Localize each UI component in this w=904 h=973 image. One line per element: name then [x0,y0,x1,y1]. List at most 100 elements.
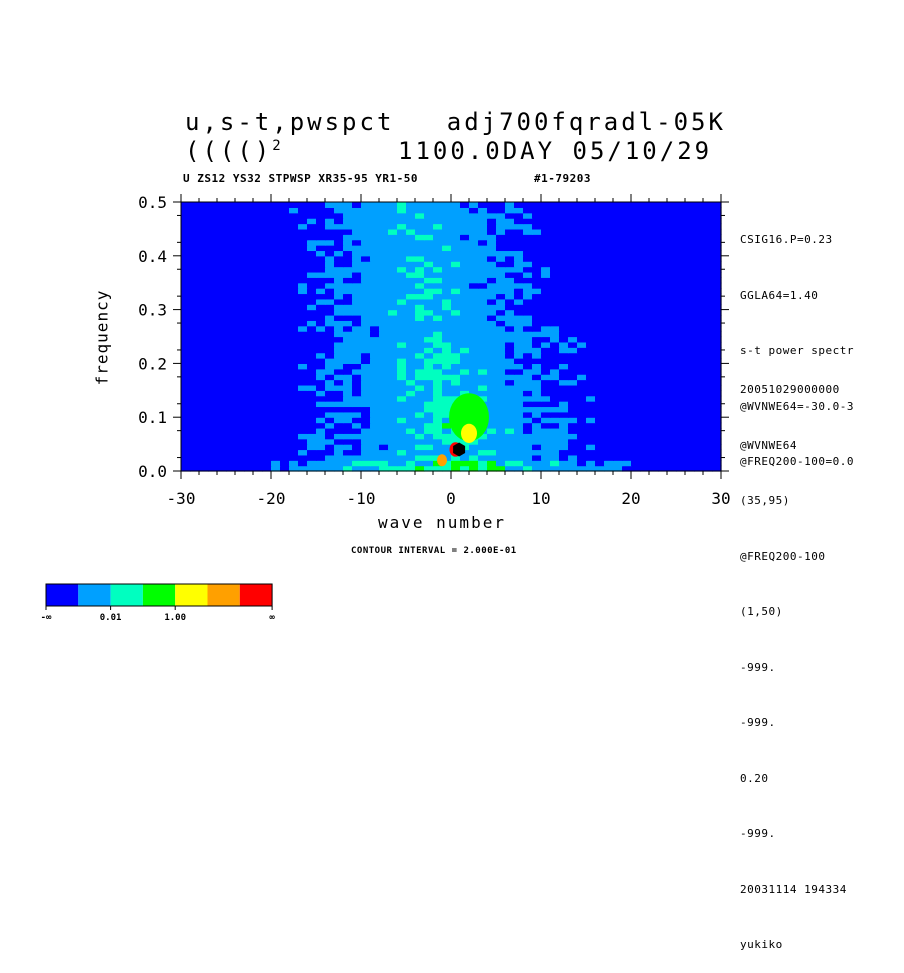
heatmap-cell [676,406,686,413]
heatmap-cell [541,266,551,273]
heatmap-cell [694,352,704,359]
heatmap-cell [523,438,533,445]
heatmap-cell [379,341,389,348]
heatmap-cell [532,395,542,402]
heatmap-cell [442,347,452,354]
heatmap-cell [568,395,578,402]
heatmap-cell [361,347,371,354]
heatmap-cell [343,223,353,230]
heatmap-cell [433,288,443,295]
heatmap-cell [568,454,578,461]
heatmap-cell [712,433,722,440]
heatmap-cell [397,379,407,386]
heatmap-cell [244,234,254,241]
heatmap-cell [550,395,560,402]
heatmap-cell [640,202,650,208]
heatmap-cell [361,460,371,467]
heatmap-cell [406,444,416,451]
heatmap-cell [181,250,191,257]
heatmap-cell [595,358,605,364]
heatmap-cell [190,234,200,241]
heatmap-cell [262,401,272,408]
heatmap-cell [604,202,614,208]
heatmap-cell [235,223,245,230]
heatmap-cell [190,363,200,370]
heatmap-cell [622,460,632,467]
heatmap-cell [685,245,695,252]
heatmap-cell [190,304,200,311]
heatmap-cell [361,234,371,241]
heatmap-cell [343,277,353,284]
heatmap-cell [253,427,263,434]
heatmap-cell [217,261,227,268]
heatmap-cell [352,331,362,338]
heatmap-cell [667,250,677,257]
heatmap-cell [685,277,695,284]
heatmap-cell [397,298,407,305]
heatmap-cell [271,374,281,381]
heatmap-cell [658,460,668,467]
heatmap-cell [190,433,200,440]
heatmap-cell [226,255,236,262]
heatmap-cell [685,228,695,235]
heatmap-cell [370,379,380,386]
heatmap-cell [595,320,605,327]
black-core-marker [453,442,466,457]
heatmap-cell [712,374,722,381]
heatmap-cell [523,347,533,354]
heatmap-cell [523,454,533,461]
heatmap-cell [379,223,389,230]
heatmap-cell [685,261,695,268]
heatmap-cell [577,271,587,278]
heatmap-cell [586,234,596,241]
heatmap-cell [397,202,407,208]
heatmap-cell [298,336,308,343]
heatmap-cell [568,401,578,408]
heatmap-cell [460,218,470,225]
heatmap-cell [235,406,245,413]
heatmap-cell [370,277,380,284]
heatmap-cell [307,465,317,472]
heatmap-cell [370,411,380,418]
heatmap-cell [658,218,668,225]
heatmap-cell [253,336,263,343]
heatmap-cell [550,454,560,461]
heatmap-cell [604,298,614,305]
heatmap-cell [226,465,236,472]
heatmap-cell [487,449,497,456]
heatmap-cell [235,271,245,278]
heatmap-cell [595,433,605,440]
heatmap-cell [379,406,389,413]
heatmap-cell [388,255,398,262]
heatmap-cell [478,331,488,338]
heatmap-cell [307,406,317,413]
heatmap-cell [226,379,236,386]
heatmap-cell [217,314,227,321]
heatmap-cell [577,325,587,332]
heatmap-cell [424,427,434,434]
heatmap-cell [379,363,389,370]
title-line-2-left-text: (((() [185,137,273,165]
heatmap-cell [469,449,479,456]
heatmap-cell [181,352,191,359]
heatmap-cell [487,460,497,467]
heatmap-cell [388,374,398,381]
heatmap-cell [370,245,380,252]
heatmap-cell [406,417,416,424]
heatmap-cell [280,395,290,402]
heatmap-cell [577,277,587,284]
heatmap-cell [613,331,623,338]
heatmap-cell [676,277,686,284]
heatmap-cell [568,347,578,354]
heatmap-cell [406,358,416,364]
heatmap-cell [361,449,371,456]
heatmap-cell [559,228,569,235]
heatmap-cell [568,449,578,456]
heatmap-cell [694,218,704,225]
heatmap-cell [604,228,614,235]
heatmap-cell [631,438,641,445]
heatmap-cell [361,341,371,348]
heatmap-cell [415,271,425,278]
heatmap-cell [352,309,362,316]
heatmap-cell [676,218,686,225]
